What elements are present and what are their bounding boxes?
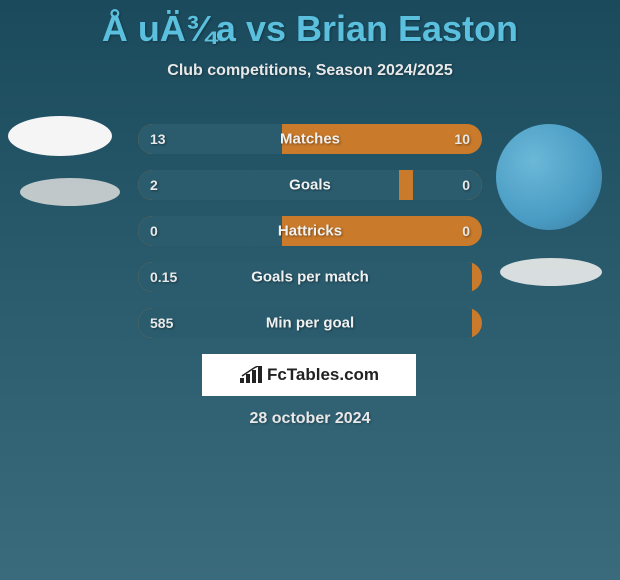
stat-value-left: 585 — [150, 315, 173, 331]
stats-container: 13 10 Matches 2 0 Goals 0 0 Hattricks 0.15 Goals p… — [138, 124, 482, 354]
stat-row: 585 Min per goal — [138, 308, 482, 338]
stat-label: Hattricks — [278, 223, 342, 240]
stat-fill-left — [138, 216, 282, 246]
page-title: Å uÄ¾a vs Brian Easton — [0, 0, 620, 50]
stat-row: 13 10 Matches — [138, 124, 482, 154]
stat-value-left: 0 — [150, 223, 158, 239]
stat-row: 0 0 Hattricks — [138, 216, 482, 246]
stat-value-right: 10 — [454, 131, 470, 147]
page-subtitle: Club competitions, Season 2024/2025 — [0, 62, 620, 80]
stat-value-left: 2 — [150, 177, 158, 193]
player-right-avatar — [496, 124, 602, 230]
stat-value-right: 0 — [462, 177, 470, 193]
stat-row: 0.15 Goals per match — [138, 262, 482, 292]
stat-label: Min per goal — [266, 315, 354, 332]
player-left-avatar — [8, 116, 112, 156]
stat-value-left: 0.15 — [150, 269, 177, 285]
stat-label: Matches — [280, 131, 340, 148]
branding-text: FcTables.com — [267, 365, 379, 385]
branding-chart-icon — [239, 366, 263, 384]
footer-date: 28 october 2024 — [250, 410, 371, 428]
stat-label: Goals per match — [251, 269, 369, 286]
stat-value-right: 0 — [462, 223, 470, 239]
stat-value-left: 13 — [150, 131, 166, 147]
player-left-avatar-shadow — [20, 178, 120, 206]
stat-fill-left — [138, 170, 399, 200]
branding-box[interactable]: FcTables.com — [202, 354, 416, 396]
stat-fill-right — [413, 170, 482, 200]
player-right-avatar-shadow — [500, 258, 602, 286]
stat-row: 2 0 Goals — [138, 170, 482, 200]
stat-label: Goals — [289, 177, 331, 194]
